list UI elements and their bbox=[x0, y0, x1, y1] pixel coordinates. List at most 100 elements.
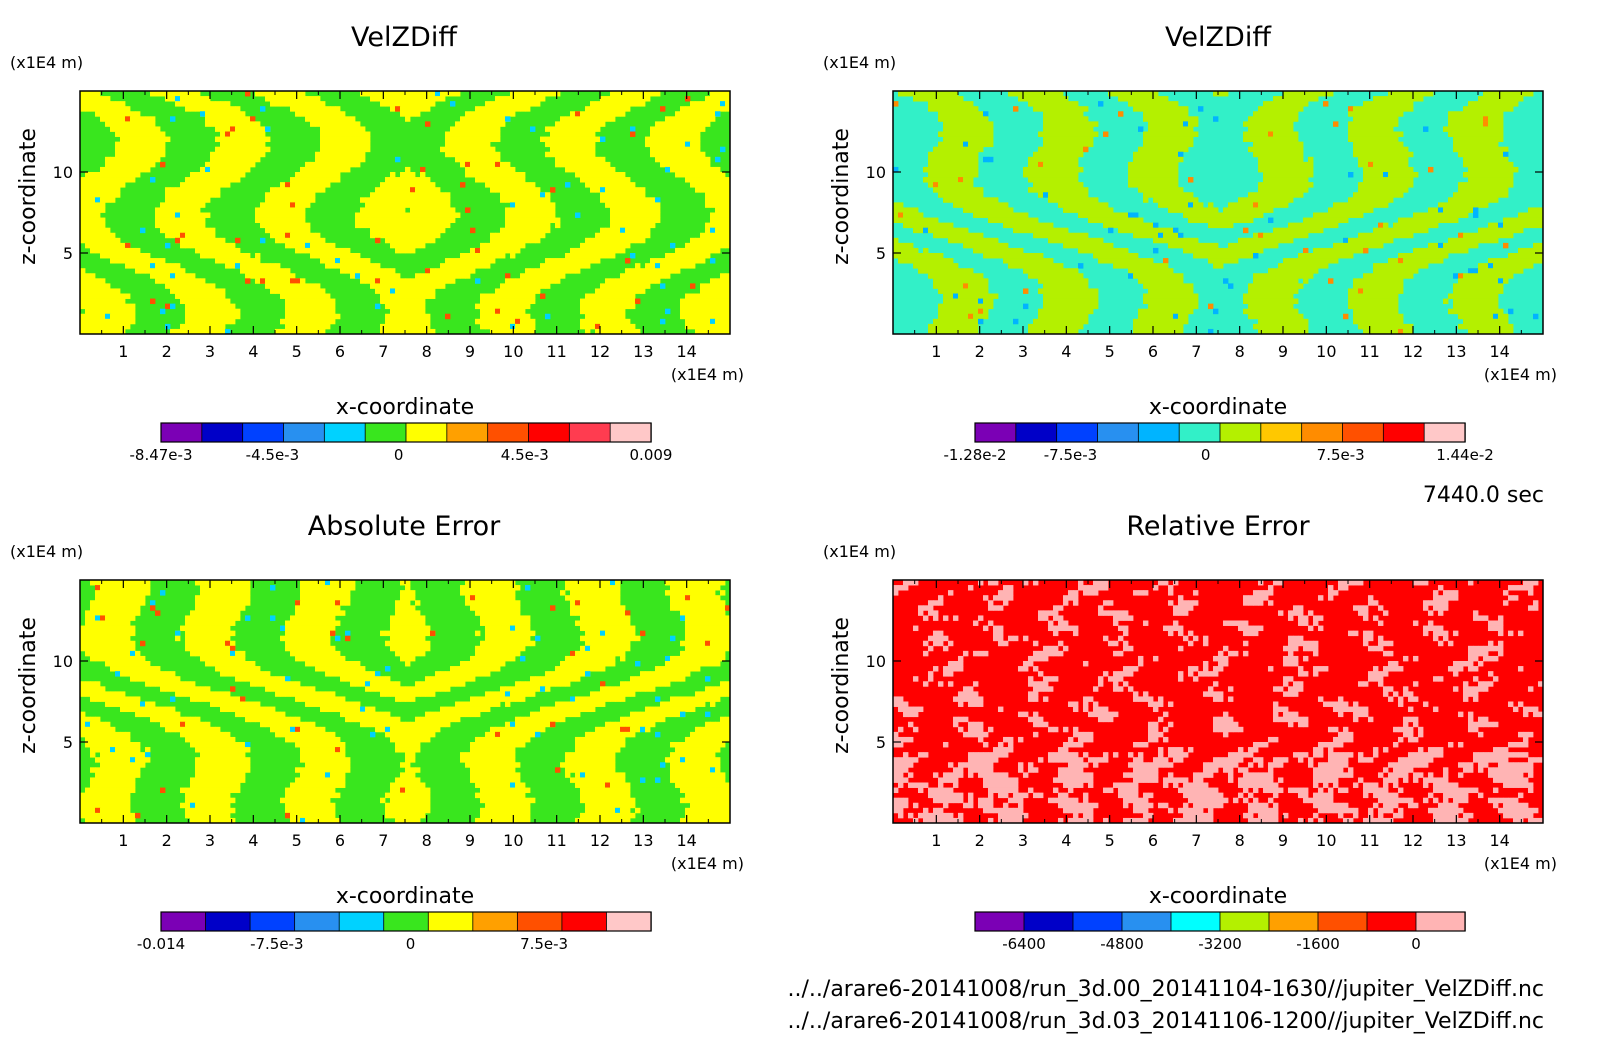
heatmap-cell bbox=[1143, 146, 1149, 153]
heatmap-cell bbox=[1143, 111, 1149, 117]
heatmap-cell bbox=[1258, 146, 1264, 153]
heatmap-cell bbox=[1483, 187, 1489, 193]
heatmap-cell bbox=[963, 116, 969, 122]
heatmap-cell bbox=[135, 172, 141, 178]
heatmap-cell bbox=[590, 253, 596, 259]
heatmap-cell bbox=[1283, 182, 1289, 188]
heatmap-cell bbox=[415, 293, 421, 299]
heatmap-cell bbox=[110, 247, 116, 254]
heatmap-cell bbox=[170, 232, 176, 239]
heatmap-cell bbox=[315, 283, 321, 289]
heatmap-cell bbox=[330, 131, 336, 137]
heatmap-cell bbox=[1158, 96, 1164, 102]
heatmap-cell bbox=[1368, 151, 1374, 158]
heatmap-cell bbox=[105, 247, 111, 254]
heatmap-cell bbox=[305, 187, 311, 193]
heatmap-cell bbox=[495, 247, 501, 254]
heatmap-cell bbox=[690, 161, 696, 168]
heatmap-cell bbox=[1408, 106, 1414, 112]
heatmap-cell-extreme bbox=[265, 126, 271, 132]
heatmap-cell bbox=[220, 172, 226, 178]
heatmap-cell bbox=[720, 328, 726, 335]
heatmap-cell bbox=[165, 91, 171, 97]
heatmap-cell bbox=[360, 197, 366, 203]
heatmap-cell bbox=[1488, 166, 1494, 173]
heatmap-cell bbox=[290, 283, 296, 289]
heatmap-cell bbox=[285, 96, 291, 102]
heatmap-cell bbox=[1248, 126, 1254, 132]
heatmap-cell bbox=[260, 273, 266, 279]
heatmap-cell-extreme bbox=[1138, 126, 1144, 132]
heatmap-cell bbox=[1113, 212, 1119, 218]
heatmap-cell bbox=[590, 111, 596, 117]
heatmap-cell bbox=[640, 192, 646, 198]
heatmap-cell bbox=[1268, 161, 1274, 168]
heatmap-cell bbox=[715, 217, 721, 224]
heatmap-cell bbox=[410, 278, 416, 284]
heatmap-cell bbox=[105, 303, 111, 310]
heatmap-cell bbox=[105, 192, 111, 198]
heatmap-cell bbox=[285, 308, 291, 315]
heatmap-cell bbox=[325, 177, 331, 183]
heatmap-cell bbox=[973, 172, 979, 178]
heatmap-cell-extreme bbox=[445, 313, 451, 320]
heatmap-cell bbox=[1258, 207, 1264, 213]
heatmap-cell bbox=[345, 156, 351, 163]
heatmap-cell bbox=[600, 303, 606, 310]
heatmap-cell bbox=[948, 96, 954, 102]
heatmap-cell bbox=[530, 268, 536, 274]
heatmap-cell bbox=[375, 273, 381, 279]
heatmap-cell bbox=[105, 187, 111, 193]
heatmap-cell bbox=[1293, 166, 1299, 173]
heatmap-cell bbox=[215, 192, 221, 198]
heatmap-cell bbox=[1058, 156, 1064, 163]
heatmap-cell bbox=[1128, 161, 1134, 168]
heatmap-cell bbox=[295, 207, 301, 213]
heatmap-cell bbox=[1373, 141, 1379, 148]
heatmap-cell bbox=[630, 232, 636, 239]
heatmap-cell bbox=[510, 192, 516, 198]
heatmap-cell-extreme bbox=[170, 273, 176, 279]
heatmap-cell bbox=[485, 263, 491, 269]
heatmap-cell bbox=[1293, 151, 1299, 158]
heatmap-cell bbox=[938, 177, 944, 183]
heatmap-cell bbox=[605, 247, 611, 254]
heatmap-cell bbox=[150, 161, 156, 168]
heatmap-cell bbox=[485, 253, 491, 259]
heatmap-cell-extreme bbox=[1118, 111, 1124, 117]
heatmap-cell bbox=[963, 121, 969, 127]
heatmap-cell bbox=[180, 298, 186, 305]
heatmap-cell bbox=[115, 182, 121, 188]
heatmap-cell bbox=[400, 197, 406, 203]
heatmap-cell bbox=[590, 156, 596, 163]
heatmap-cell bbox=[710, 308, 716, 315]
heatmap-cell bbox=[943, 156, 949, 163]
heatmap-cell bbox=[230, 177, 236, 183]
heatmap-cell bbox=[85, 177, 91, 183]
heatmap-cell bbox=[1288, 187, 1294, 193]
heatmap-cell bbox=[1308, 156, 1314, 163]
heatmap-cell bbox=[1043, 151, 1049, 158]
heatmap-cell bbox=[545, 258, 551, 264]
heatmap-cell bbox=[1168, 121, 1174, 127]
heatmap-cell bbox=[310, 121, 316, 127]
heatmap-cell bbox=[705, 106, 711, 112]
heatmap-cell bbox=[315, 318, 321, 325]
heatmap-cell bbox=[400, 106, 406, 112]
heatmap-cell bbox=[1058, 96, 1064, 102]
heatmap-cell bbox=[295, 182, 301, 188]
heatmap-cell bbox=[1263, 197, 1269, 203]
heatmap-cell-extreme bbox=[305, 242, 311, 249]
heatmap-cell bbox=[1293, 172, 1299, 178]
heatmap-cell bbox=[1508, 166, 1514, 173]
heatmap-cell bbox=[195, 96, 201, 102]
heatmap-cell bbox=[265, 136, 271, 143]
heatmap-cell bbox=[620, 313, 626, 320]
heatmap-cell bbox=[1058, 166, 1064, 173]
heatmap-cell bbox=[575, 136, 581, 143]
heatmap-cell bbox=[105, 106, 111, 112]
heatmap-cell bbox=[968, 156, 974, 163]
heatmap-cell bbox=[405, 202, 411, 208]
heatmap-cell bbox=[690, 263, 696, 269]
